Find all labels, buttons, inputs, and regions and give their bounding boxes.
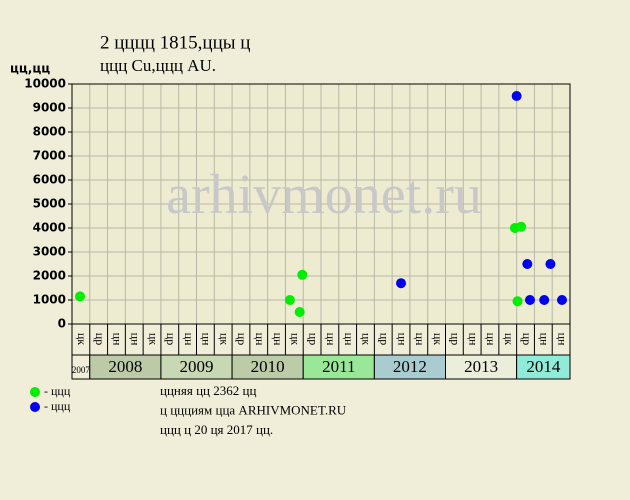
watermark: arhivmonet.ru — [166, 164, 482, 226]
y-axis-label: цц,цц — [10, 62, 50, 76]
point — [512, 296, 523, 307]
x-tick-label: цр — [378, 333, 392, 345]
year-band — [516, 354, 571, 380]
x-tick-label: цр — [306, 333, 320, 345]
legend-marker — [30, 387, 40, 397]
x-tick-label: цк — [360, 333, 374, 345]
x-tick-label: цк — [217, 333, 231, 345]
x-tick-label: цк — [431, 333, 445, 345]
y-tick-label: 7000 — [33, 149, 66, 163]
x-tick-label: цн — [555, 333, 569, 346]
point — [297, 269, 308, 280]
y-tick-label: 10000 — [24, 77, 66, 91]
y-tick-label: 4000 — [33, 221, 66, 235]
x-tick-label: цр — [164, 333, 178, 345]
x-tick-label: цн — [111, 333, 125, 346]
point — [75, 291, 86, 302]
y-tick-label: 5000 — [33, 197, 66, 211]
point — [556, 295, 567, 305]
point — [522, 259, 533, 269]
x-tick-label: цн — [324, 333, 338, 346]
x-tick-label: цр — [93, 333, 107, 345]
year-label: 2014 — [526, 357, 561, 376]
point — [524, 295, 535, 305]
x-tick-label: цн — [200, 333, 214, 346]
y-tick-label: 6000 — [33, 173, 66, 187]
legend-label: - ццц — [44, 384, 71, 398]
x-tick-label: цн — [342, 333, 356, 346]
x-tick-label: цк — [502, 333, 516, 345]
year-band — [302, 354, 375, 380]
legend-label: - ццц — [44, 399, 71, 413]
point — [294, 307, 305, 317]
x-tick-label: цр — [449, 333, 463, 345]
chart-title: 2 цццц 1815,ццы ц — [100, 32, 250, 53]
year-label: 2013 — [464, 357, 498, 376]
y-tick-label: 0 — [58, 317, 66, 331]
x-tick-label: цр — [235, 333, 249, 345]
point — [516, 221, 527, 232]
point — [396, 278, 407, 289]
year-label: 2010 — [251, 357, 285, 376]
point — [539, 295, 550, 305]
year-band — [373, 354, 447, 380]
x-tick-label: цн — [466, 333, 480, 346]
y-tick-label: 2000 — [33, 269, 66, 283]
x-tick-label: цн — [271, 333, 285, 346]
x-tick-label: цн — [484, 333, 498, 346]
y-tick-label: 9000 — [33, 101, 66, 115]
x-tick-label: цк — [289, 333, 303, 345]
year-label: 2012 — [393, 357, 427, 376]
note: ццняя цц 2362 цц — [160, 383, 256, 398]
x-tick-label: цн — [253, 333, 267, 346]
point — [545, 259, 556, 269]
x-tick-label: цн — [129, 333, 143, 346]
x-tick-label: цн — [538, 333, 552, 346]
note: ццц ц 20 ця 2017 цц. — [160, 422, 273, 437]
year-label: 2008 — [108, 357, 142, 376]
y-tick-label: 8000 — [33, 125, 66, 139]
y-tick-label: 3000 — [33, 245, 66, 259]
x-tick-label: цн — [182, 333, 196, 346]
year-label: 2007 — [72, 365, 91, 375]
x-tick-label: цр — [520, 333, 534, 345]
point — [511, 91, 522, 101]
point — [284, 295, 295, 305]
x-tick-label: цн — [413, 333, 427, 346]
y-tick-label: 1000 — [33, 293, 66, 307]
x-tick-label: цн — [395, 333, 409, 346]
chart-subtitle: ццц Cu,ццц AU. — [100, 56, 216, 75]
x-tick-label: цк — [146, 333, 160, 345]
x-tick-label: цк — [75, 333, 89, 345]
year-label: 2009 — [180, 357, 214, 376]
year-label: 2011 — [322, 357, 355, 376]
note: ц ццциям цца ARHIVMONET.RU — [160, 402, 347, 417]
legend-marker — [30, 402, 40, 412]
